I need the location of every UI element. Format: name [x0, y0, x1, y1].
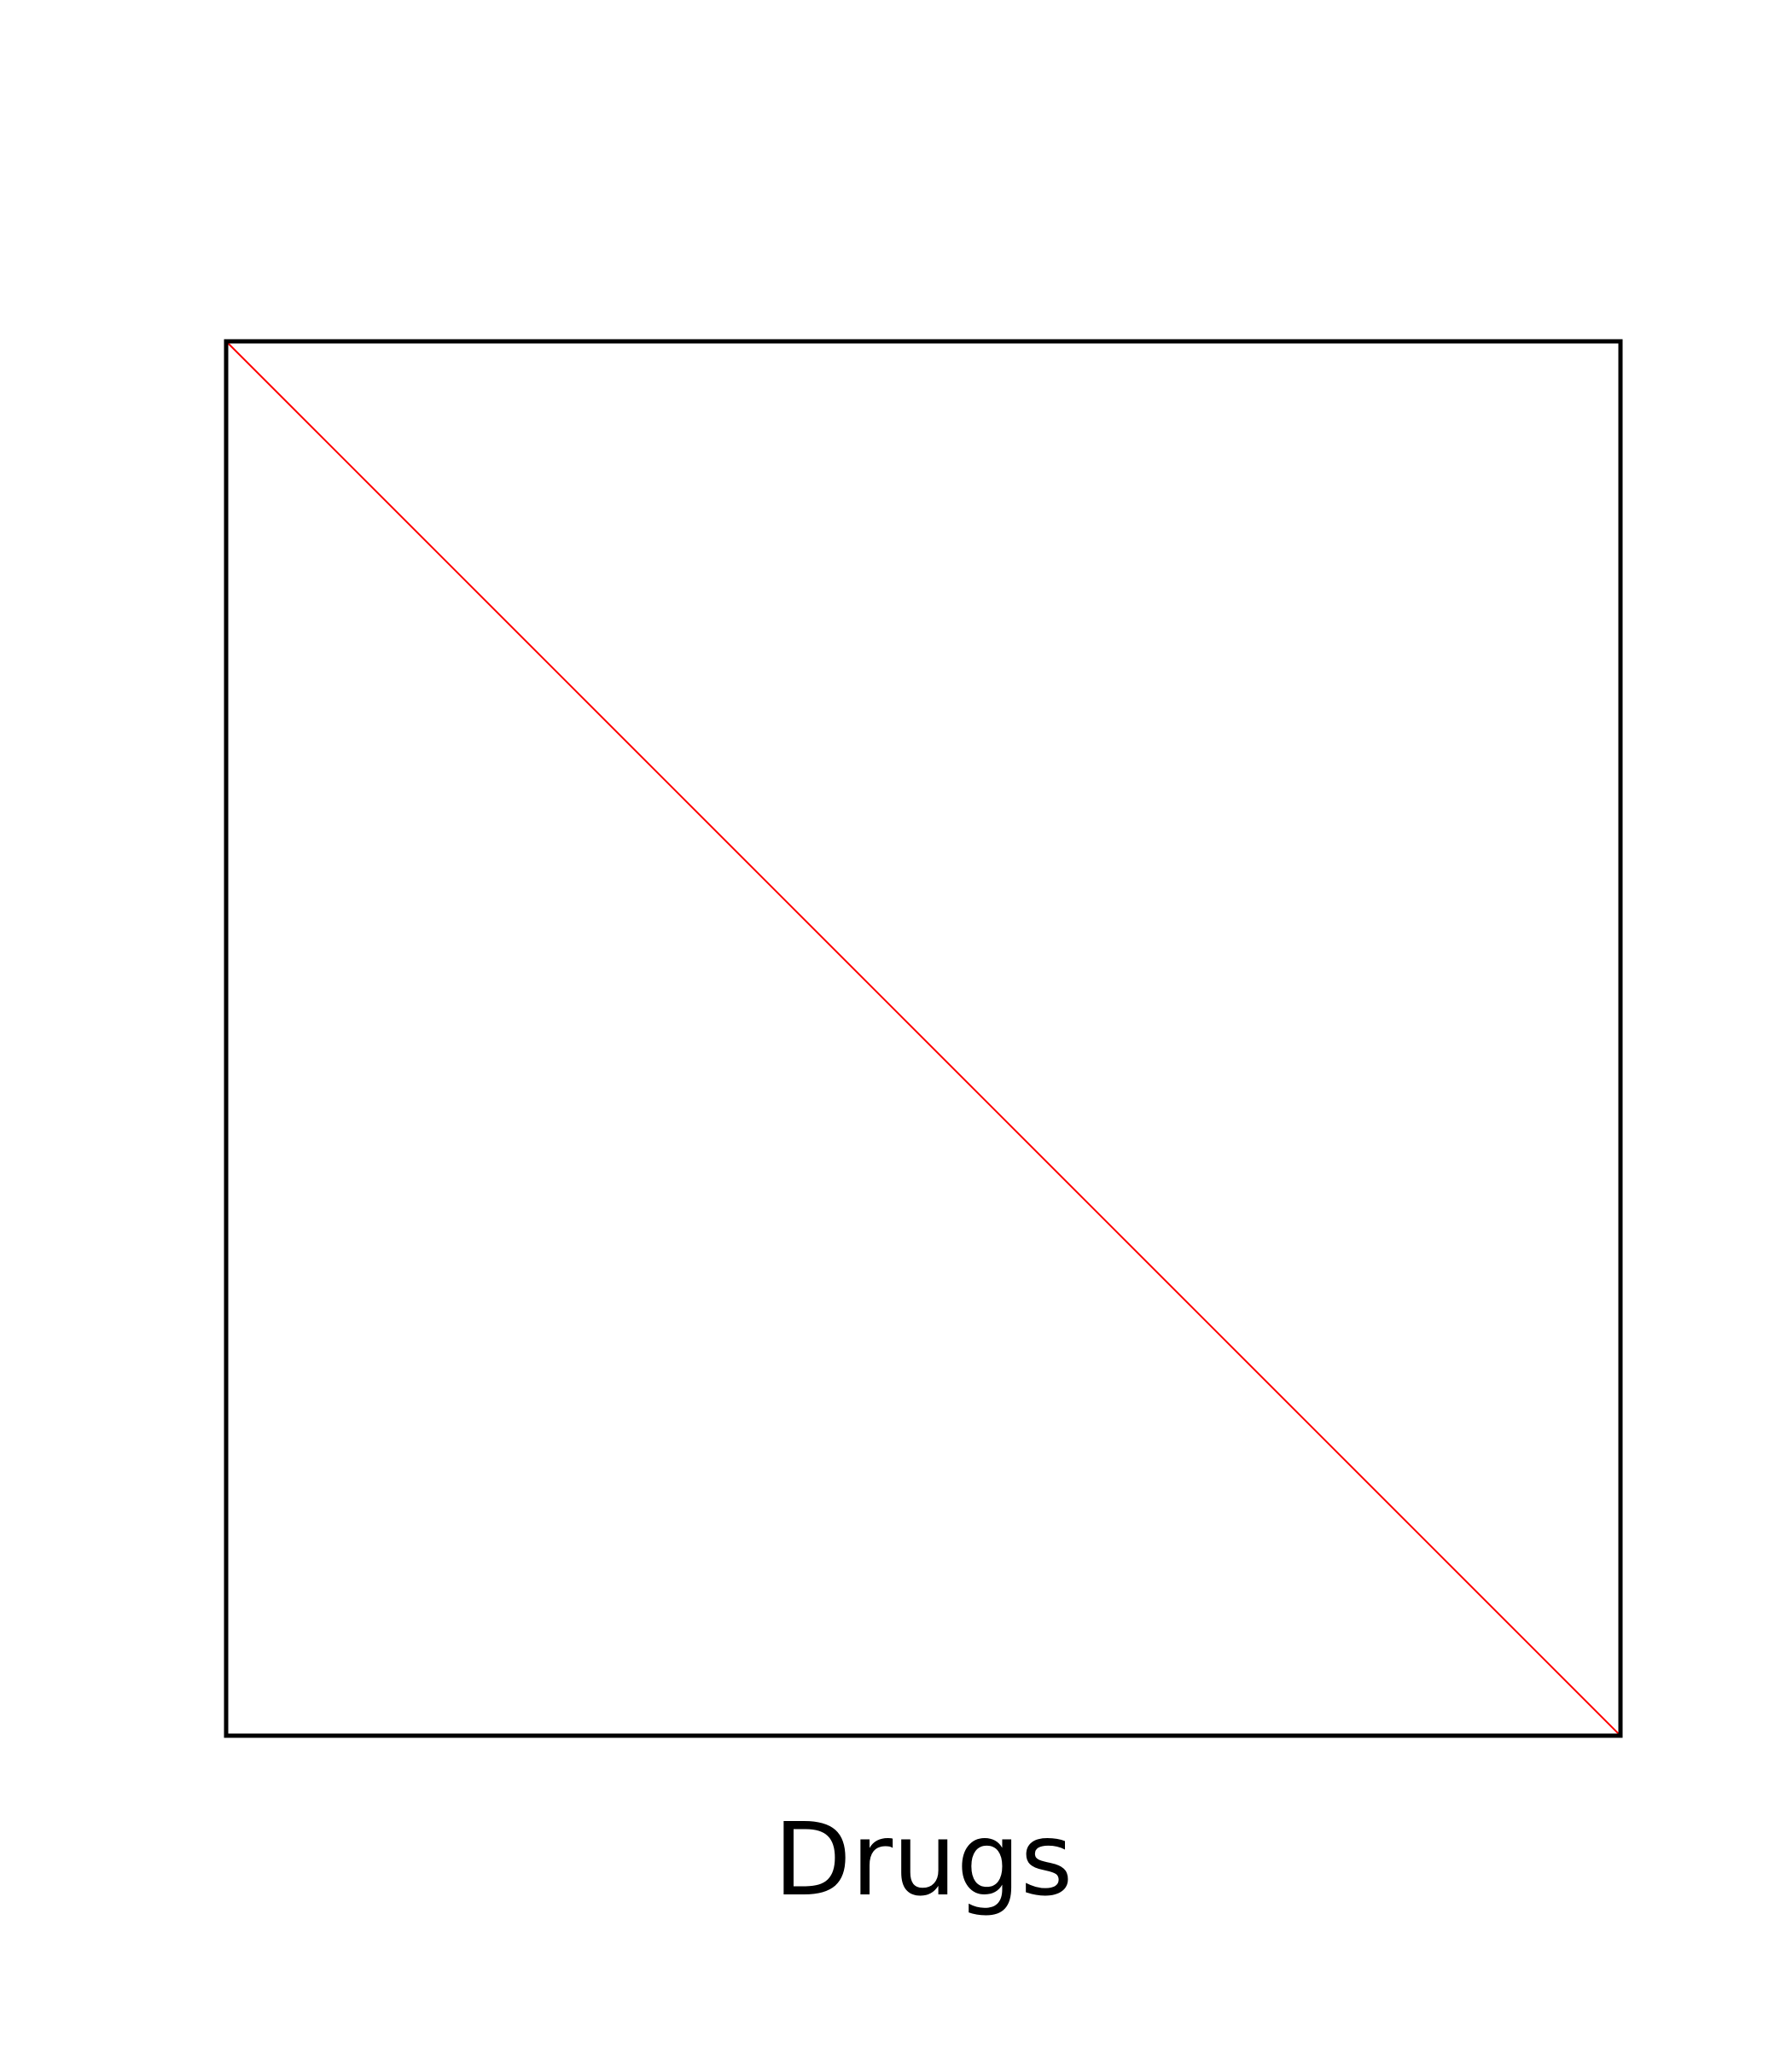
- diagonal: [225, 340, 1621, 1737]
- plot-frame: [224, 339, 1623, 1738]
- plot-area: [225, 340, 1621, 1737]
- x-axis-label: Drugs: [774, 1801, 1073, 1918]
